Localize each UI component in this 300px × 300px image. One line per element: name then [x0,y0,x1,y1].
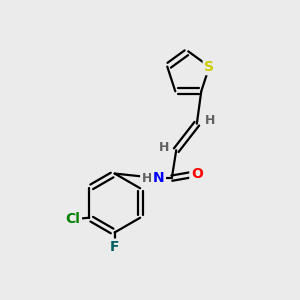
Text: O: O [191,167,203,181]
Text: H: H [142,172,152,185]
Text: H: H [205,114,215,127]
Text: N: N [153,171,164,185]
Text: Cl: Cl [65,212,80,226]
Text: F: F [110,240,119,254]
Text: S: S [204,60,214,74]
Text: H: H [159,141,169,154]
